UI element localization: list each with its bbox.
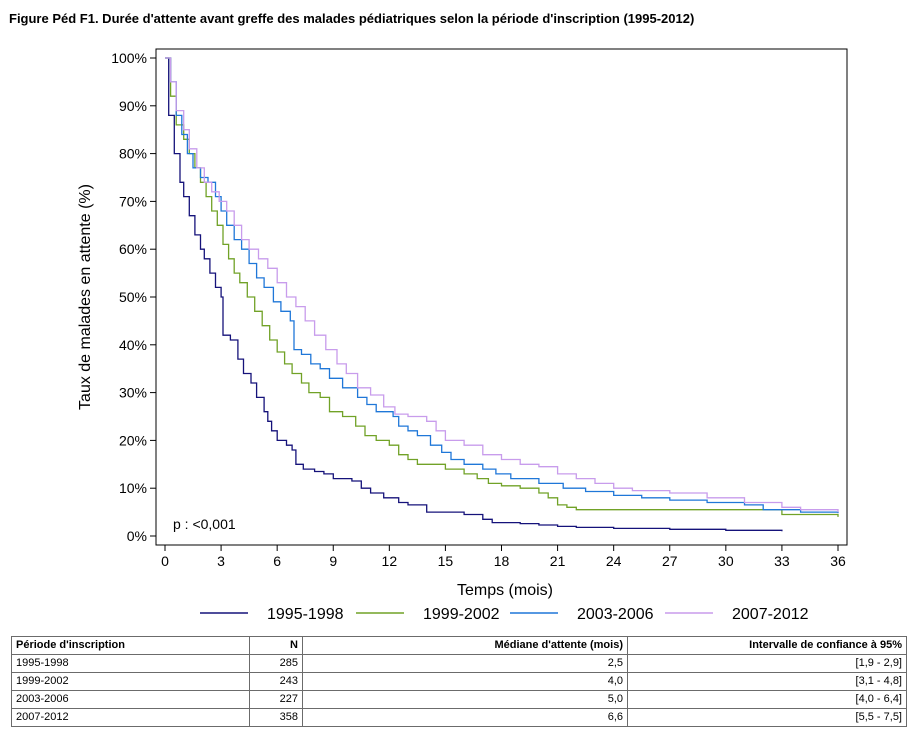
legend-label: 2007-2012: [732, 606, 809, 623]
x-tick-label: 30: [718, 553, 734, 569]
y-tick-label: 30%: [119, 385, 147, 401]
cell-mediane: 4,0: [302, 672, 628, 691]
legend-label: 2003-2006: [577, 606, 654, 623]
plot-frame: [155, 48, 848, 546]
x-tick-label: 9: [329, 553, 337, 569]
x-tick-label: 33: [774, 553, 790, 569]
cell-intervalle: [5,5 - 7,5]: [627, 708, 907, 727]
legend-label: 1995-1998: [267, 606, 344, 623]
y-tick-label: 80%: [119, 146, 147, 162]
x-tick-label: 0: [161, 553, 169, 569]
x-axis: 0 3 6 9 12 15 18 21 24 27 30 33 36: [161, 545, 846, 569]
x-tick-label: 15: [438, 553, 454, 569]
x-tick-label: 6: [273, 553, 281, 569]
cell-intervalle: [3,1 - 4,8]: [627, 672, 907, 691]
cell-n: 358: [249, 708, 303, 727]
table-row: 1995-1998 285 2,5 [1,9 - 2,9]: [11, 654, 907, 673]
table-row: 2007-2012 358 6,6 [5,5 - 7,5]: [11, 708, 907, 727]
cell-periode: 1995-1998: [11, 654, 250, 673]
p-value-annotation: p : <0,001: [173, 516, 236, 532]
x-tick-label: 27: [662, 553, 678, 569]
cell-mediane: 2,5: [302, 654, 628, 673]
survival-chart: 0 3 6 9 12 15 18 21 24 27 30 33 36 0%10%20%30%40%50%…: [77, 48, 848, 623]
cell-intervalle: [4,0 - 6,4]: [627, 690, 907, 709]
x-tick-label: 3: [217, 553, 225, 569]
legend-label: 1999-2002: [423, 606, 500, 623]
cell-n: 227: [249, 690, 303, 709]
y-tick-label: 90%: [119, 98, 147, 114]
cell-periode: 2003-2006: [11, 690, 250, 709]
y-axis: 0% 10% 20% 30% 40% 50% 60% 70% 80% 90% 100%: [111, 50, 156, 544]
cell-n: 285: [249, 654, 303, 673]
y-tick-label: 40%: [119, 337, 147, 353]
x-tick-label: 12: [382, 553, 398, 569]
y-tick-label: 0%: [127, 528, 147, 544]
cell-n: 243: [249, 672, 303, 691]
figure-title: Figure Péd F1. Durée d'attente avant gre…: [9, 11, 695, 26]
table-row: 2003-2006 227 5,0 [4,0 - 6,4]: [11, 690, 907, 709]
table-header-row: Période d'inscription N Médiane d'attent…: [11, 636, 907, 655]
summary-table: Période d'inscription N Médiane d'attent…: [11, 636, 907, 727]
cell-periode: 1999-2002: [11, 672, 250, 691]
cell-periode: 2007-2012: [11, 708, 250, 727]
y-tick-label: 50%: [119, 289, 147, 305]
x-tick-label: 21: [550, 553, 566, 569]
x-tick-label: 24: [606, 553, 622, 569]
header-mediane: Médiane d'attente (mois): [302, 636, 628, 655]
y-tick-label: 70%: [119, 193, 147, 209]
series-layer: [165, 57, 839, 532]
y-tick-label: 10%: [119, 480, 147, 496]
series-line-1: [165, 57, 783, 532]
series-line-3: [165, 57, 839, 514]
series-line-2: [165, 57, 839, 517]
legend: 1995-1998 1999-2002 2003-2006 2007-2012: [200, 606, 809, 623]
y-tick-label: 100%: [111, 50, 147, 66]
header-n: N: [249, 636, 303, 655]
header-periode: Période d'inscription: [11, 636, 250, 655]
x-tick-label: 36: [830, 553, 846, 569]
y-axis-label: Taux de malades en attente (%): [77, 184, 94, 410]
cell-mediane: 5,0: [302, 690, 628, 709]
series-line-4: [165, 57, 839, 513]
y-tick-label: 20%: [119, 432, 147, 448]
y-tick-label: 60%: [119, 241, 147, 257]
cell-intervalle: [1,9 - 2,9]: [627, 654, 907, 673]
x-axis-label: Temps (mois): [457, 582, 553, 599]
cell-mediane: 6,6: [302, 708, 628, 727]
table-row: 1999-2002 243 4,0 [3,1 - 4,8]: [11, 672, 907, 691]
header-intervalle: Intervalle de confiance à 95%: [627, 636, 907, 655]
x-tick-label: 18: [494, 553, 510, 569]
